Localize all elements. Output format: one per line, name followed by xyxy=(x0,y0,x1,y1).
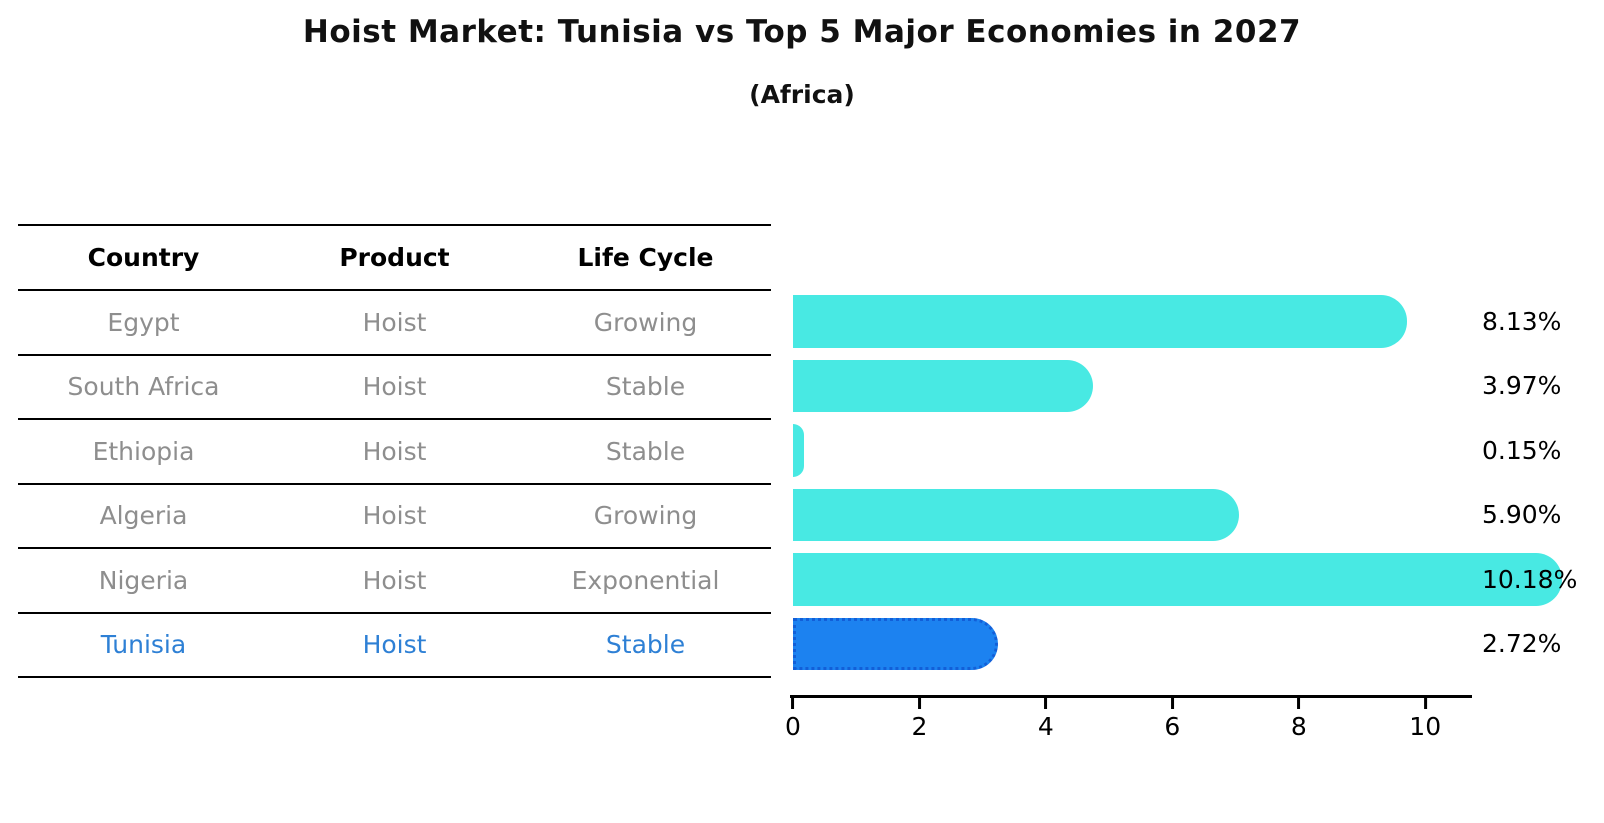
x-axis-tick-label: 2 xyxy=(911,712,928,741)
cell-country: Tunisia xyxy=(100,630,187,660)
bar-value-label: 5.90% xyxy=(1482,500,1562,530)
table-row-south-africa: South Africa Hoist Stable xyxy=(18,356,771,420)
cell-life-cycle: Growing xyxy=(593,501,698,531)
cell-country: Ethiopia xyxy=(92,436,195,466)
x-axis-tick-mark xyxy=(1170,698,1174,709)
cell-country: South Africa xyxy=(67,372,220,402)
column-header-product: Product xyxy=(339,243,450,272)
bar-band-tunisia: 2.72% xyxy=(793,612,1604,677)
bar-band-egypt: 8.13% xyxy=(793,289,1604,354)
cell-life-cycle: Growing xyxy=(593,307,698,337)
cell-life-cycle: Stable xyxy=(605,436,686,466)
cell-country: Nigeria xyxy=(98,565,189,595)
bar-ethiopia xyxy=(793,424,805,477)
bar-value-label: 3.97% xyxy=(1482,371,1562,401)
cell-life-cycle: Stable xyxy=(605,372,686,402)
bar-value-label: 0.15% xyxy=(1482,435,1562,465)
table-row-algeria: Algeria Hoist Growing xyxy=(18,485,771,549)
x-axis-tick-label: 0 xyxy=(785,712,801,741)
bar-band-nigeria: 10.18% xyxy=(793,547,1604,612)
cell-product: Hoist xyxy=(362,630,427,660)
x-axis-tick-label: 6 xyxy=(1164,712,1181,741)
bar-nigeria xyxy=(793,553,1562,606)
x-axis-tick-mark xyxy=(1297,698,1301,709)
x-axis-tick-mark xyxy=(917,698,921,709)
bar-value-label: 2.72% xyxy=(1482,629,1562,659)
cell-country: Algeria xyxy=(99,501,188,531)
cell-life-cycle: Exponential xyxy=(571,565,720,595)
bar-tunisia-highlighted xyxy=(793,617,999,670)
table-row-egypt: Egypt Hoist Growing xyxy=(18,291,771,356)
cell-product: Hoist xyxy=(362,436,427,466)
x-axis-line xyxy=(790,695,1472,698)
bar-band-ethiopia: 0.15% xyxy=(793,418,1604,483)
x-axis-tick-mark xyxy=(1423,698,1427,709)
table-row-ethiopia: Ethiopia Hoist Stable xyxy=(18,420,771,485)
chart-title: Hoist Market: Tunisia vs Top 5 Major Eco… xyxy=(302,14,1302,50)
bar-chart-area: 8.13% 3.97% 0.15% 5.90% 10.18% 2.72% xyxy=(793,289,1604,676)
chart-subtitle: (Africa) xyxy=(749,80,855,109)
bar-band-algeria: 5.90% xyxy=(793,483,1604,548)
bar-value-label: 10.18% xyxy=(1482,564,1578,594)
column-header-country: Country xyxy=(87,243,200,272)
x-axis-ticks: 0 2 4 6 8 10 xyxy=(785,698,1472,753)
bar-algeria xyxy=(793,488,1239,541)
bar-band-south-africa: 3.97% xyxy=(793,354,1604,419)
bar-egypt xyxy=(793,295,1407,348)
cell-product: Hoist xyxy=(362,565,427,595)
column-header-life-cycle: Life Cycle xyxy=(577,243,714,272)
x-axis-tick-mark xyxy=(1044,698,1048,709)
cell-country: Egypt xyxy=(107,307,180,337)
table-row-tunisia: Tunisia Hoist Stable xyxy=(18,614,771,678)
table-row-nigeria: Nigeria Hoist Exponential xyxy=(18,549,771,614)
x-axis-tick-mark xyxy=(791,698,795,709)
table-header-row: Country Product Life Cycle xyxy=(18,226,771,291)
x-axis-tick-label: 8 xyxy=(1290,712,1307,741)
cell-product: Hoist xyxy=(362,307,427,337)
bar-value-label: 8.13% xyxy=(1482,306,1562,336)
cell-life-cycle: Stable xyxy=(605,630,686,660)
country-table: Country Product Life Cycle Egypt Hoist G… xyxy=(18,224,771,678)
x-axis-tick-label: 4 xyxy=(1037,712,1054,741)
cell-product: Hoist xyxy=(362,372,427,402)
x-axis-tick-label: 10 xyxy=(1409,712,1442,741)
cell-product: Hoist xyxy=(362,501,427,531)
bar-south-africa xyxy=(793,359,1093,412)
